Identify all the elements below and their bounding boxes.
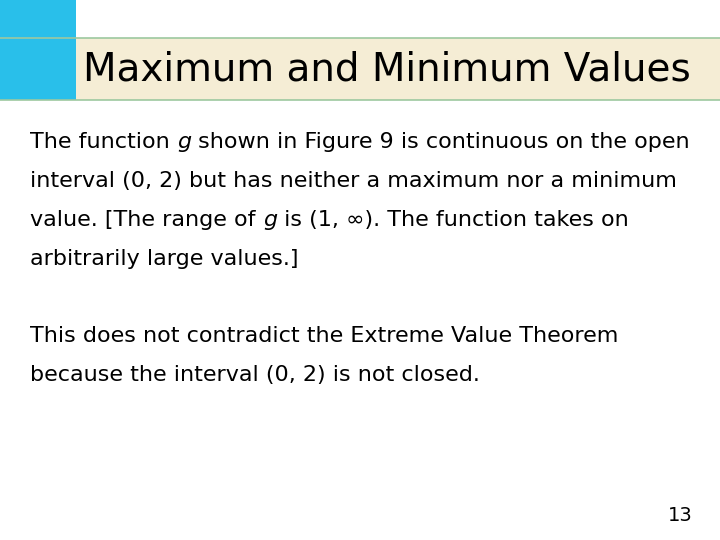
Text: is (1, ∞). The function takes on: is (1, ∞). The function takes on [277,210,629,230]
Text: because the interval (0, 2) is not closed.: because the interval (0, 2) is not close… [30,364,480,384]
Text: interval (0, 2) but has neither a maximum nor a minimum: interval (0, 2) but has neither a maximu… [30,171,677,191]
Text: Maximum and Minimum Values: Maximum and Minimum Values [83,50,690,88]
Text: value. [The range of: value. [The range of [30,210,263,230]
Text: 13: 13 [668,506,693,525]
Text: The function: The function [30,132,177,152]
Text: g: g [177,132,192,152]
Text: arbitrarily large values.]: arbitrarily large values.] [30,249,299,269]
Text: g: g [263,210,277,230]
Text: This does not contradict the Extreme Value Theorem: This does not contradict the Extreme Val… [30,326,618,346]
Text: shown in Figure 9 is continuous on the open: shown in Figure 9 is continuous on the o… [192,132,690,152]
